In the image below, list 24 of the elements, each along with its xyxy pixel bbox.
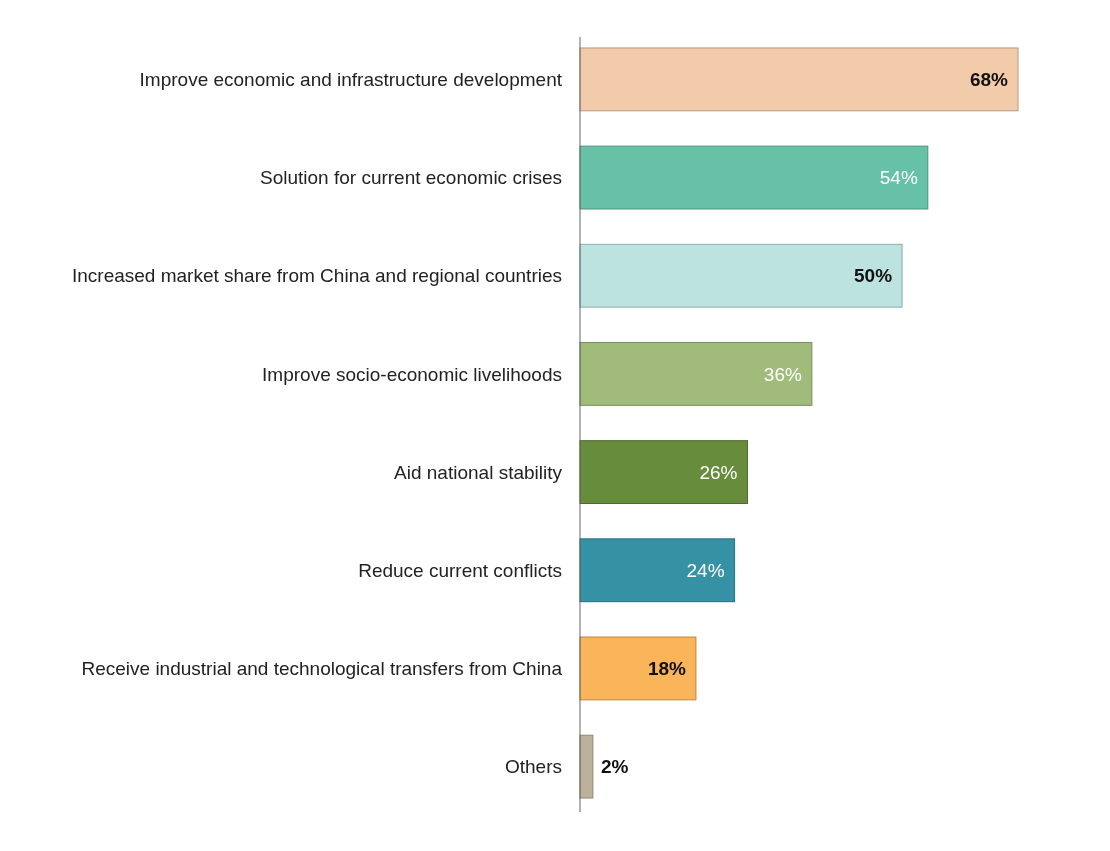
y-tick-label: Receive industrial and technological transfers from China: [81, 658, 563, 680]
bar: [579, 440, 748, 505]
data-label: 50%: [854, 265, 893, 287]
data-label: 36%: [763, 363, 802, 385]
bar: [579, 145, 929, 210]
bar: [579, 342, 813, 406]
y-tick-label: Improve economic and infrastructure development: [139, 69, 563, 91]
data-label: 18%: [647, 658, 687, 680]
y-tick-label: Others: [504, 756, 562, 778]
y-tick-label: Improve socio-economic livelihoods: [262, 363, 562, 385]
y-tick-label: Reduce current conflicts: [358, 559, 562, 581]
data-label: 54%: [879, 167, 918, 189]
bar: [579, 47, 1019, 112]
bar: [579, 538, 736, 603]
data-label: 68%: [969, 69, 1009, 91]
y-tick-label: Increased market share from China and regional countries: [71, 265, 562, 287]
data-label: 26%: [699, 461, 738, 483]
bar: [579, 734, 594, 799]
y-tick-label: Aid national stability: [394, 461, 563, 483]
data-label: 2%: [600, 756, 629, 778]
bar: [579, 243, 903, 308]
bar: [579, 636, 697, 701]
data-label: 24%: [686, 559, 725, 581]
y-tick-label: Solution for current economic crises: [259, 167, 562, 189]
